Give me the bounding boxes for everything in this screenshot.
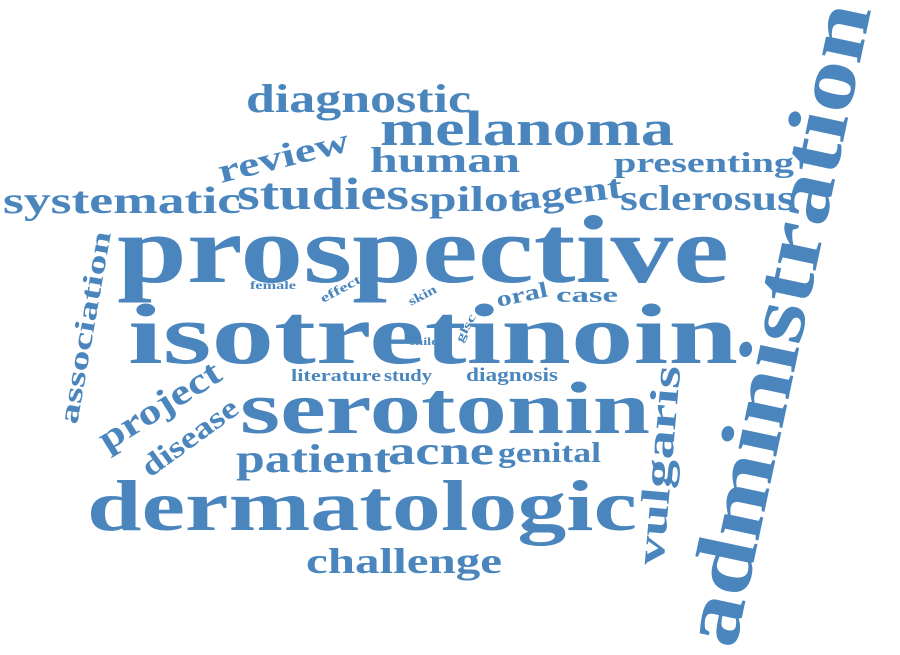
word-spilot: spilot [410,179,525,219]
word-patient: patient [236,436,392,481]
word-presenting: presenting [614,148,794,179]
word-acne: acne [388,428,494,473]
word-diagnostic: diagnostic [246,76,471,121]
word-female: female [250,278,297,292]
word-serotonin: serotonin [240,368,650,450]
word-case: case [556,282,618,307]
word-child: child [409,336,439,348]
word-diagnosis: diagnosis [466,365,558,386]
word-systematic: systematic [3,180,241,222]
word-study: study [384,366,433,385]
word-melanoma: melanoma [380,100,674,156]
word-prospective: prospective [117,196,729,303]
word-human: human [370,140,520,180]
word-studies: studies [237,168,409,219]
word-dermatologic: dermatologic [87,466,637,546]
word-challenge: challenge [306,541,502,581]
word-genital: genital [498,438,601,469]
word-isotretinoin: isotretinoin [128,286,738,382]
word-association: association [53,228,117,426]
word-literature: literature [291,366,382,385]
word-sclerosus: sclerosus [620,178,795,218]
